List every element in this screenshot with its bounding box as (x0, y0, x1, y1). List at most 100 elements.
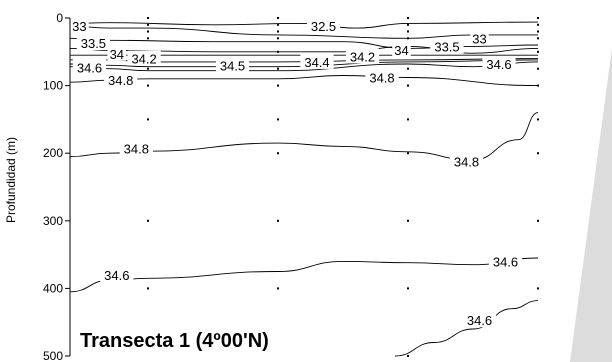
sample-points (147, 17, 539, 357)
contour-label-4-1: 34.2 (350, 50, 375, 65)
sample-point (277, 118, 279, 121)
sample-point (407, 152, 409, 155)
contour-label-bg (104, 72, 138, 88)
contour-line-2 (69, 37, 539, 49)
y-tick-label-300: 300 (43, 214, 63, 228)
contour-label-8-1: 34.8 (369, 71, 394, 86)
contour-label-11-0: 34.6 (467, 313, 492, 328)
sample-point (147, 30, 149, 33)
contour-label-bg (345, 48, 380, 64)
sample-point (147, 67, 149, 70)
contour-label-10-0: 34.6 (104, 268, 129, 283)
y-axis-label: Profundidad (m) (4, 137, 18, 223)
contour-label-bg (392, 41, 411, 57)
contour-label-2-0: 33.5 (81, 36, 106, 51)
sample-point (277, 37, 279, 40)
sample-point (407, 118, 409, 121)
sample-point (277, 67, 279, 70)
contour-label-9-1: 34.8 (454, 154, 479, 169)
sample-point (537, 23, 539, 26)
y-tick-label-400: 400 (43, 281, 63, 295)
sample-point (147, 287, 149, 290)
contour-labels: 32.5 33 33 33.5 33.5 34 34 34.2 34.2 34.4 34.5 34.6… (70, 18, 523, 328)
contour-label-bg (119, 140, 153, 156)
sample-point (147, 37, 149, 40)
sample-point (407, 67, 409, 70)
contour-label-4-0: 34.2 (131, 52, 156, 67)
y-tick-label-100: 100 (43, 79, 63, 93)
contour-label-7-1: 34.6 (486, 57, 511, 72)
contour-label-bg (306, 18, 341, 34)
sample-point (147, 219, 149, 222)
contour-label-5-0: 34.4 (304, 55, 329, 70)
sample-point (277, 84, 279, 87)
y-tick-label-0: 0 (56, 11, 63, 25)
sample-point (537, 50, 539, 53)
contour-label-6-0: 34.5 (220, 58, 245, 73)
contour-label-bg (365, 69, 399, 85)
contour-label-bg (449, 153, 484, 169)
sample-point (147, 118, 149, 121)
sample-point (537, 84, 539, 87)
contour-label-1-1: 33 (472, 31, 486, 46)
contour-label-3-1: 34 (394, 43, 408, 58)
sample-point (407, 23, 409, 26)
y-tick-label-500: 500 (43, 349, 63, 362)
sample-point (277, 287, 279, 290)
sample-point (277, 23, 279, 26)
contour-label-bg (300, 53, 334, 69)
y-tick-label-200: 200 (43, 146, 63, 160)
sample-point (537, 37, 539, 40)
contour-label-0-0: 32.5 (311, 19, 336, 34)
sample-point (537, 17, 539, 19)
contour-label-bg (107, 45, 127, 61)
sample-point (277, 17, 279, 19)
contour-label-bg (430, 38, 464, 54)
sample-point (407, 219, 409, 222)
seabed-area (570, 48, 612, 362)
sample-point (537, 118, 539, 121)
sample-point (407, 355, 409, 357)
contour-label-bg (488, 253, 523, 269)
contour-line-7 (69, 61, 539, 72)
contour-line-6 (69, 59, 539, 68)
contour-label-bg (100, 266, 134, 282)
contour-label-7-0: 34.6 (77, 60, 102, 75)
contour-label-9-0: 34.8 (124, 142, 149, 157)
contour-label-8-0: 34.8 (108, 73, 133, 88)
sample-point (537, 219, 539, 222)
sample-point (407, 287, 409, 290)
contour-label-1-0: 33 (72, 19, 86, 34)
sample-point (277, 152, 279, 155)
contour-label-bg (470, 30, 489, 46)
contour-label-bg (462, 312, 497, 328)
contour-label-bg (70, 18, 89, 34)
sample-point (537, 152, 539, 155)
chart-title: Transecta 1 (4º00'N) (80, 330, 269, 352)
sample-point (147, 23, 149, 26)
contour-line-11 (394, 300, 539, 357)
sample-point (407, 17, 409, 19)
contour-label-2-1: 33.5 (434, 39, 459, 54)
contour-label-10-1: 34.6 (493, 254, 518, 269)
sample-point (407, 30, 409, 33)
sample-point (277, 219, 279, 222)
sample-point (537, 67, 539, 70)
sample-point (147, 17, 149, 19)
contour-line-0 (69, 21, 539, 29)
contour-label-bg (482, 56, 516, 71)
sample-point (407, 37, 409, 40)
y-axis: 0 100 200 300 400 500 (43, 11, 71, 362)
sample-point (537, 287, 539, 290)
sample-point (407, 84, 409, 87)
contour-label-3-0: 34 (110, 47, 124, 62)
contour-label-bg (215, 57, 250, 73)
contour-label-bg (72, 59, 107, 75)
contour-label-bg (127, 50, 161, 66)
sample-point (277, 50, 279, 53)
contour-label-bg (76, 35, 110, 50)
sample-point (537, 30, 539, 33)
sample-point (277, 30, 279, 33)
sample-point (147, 84, 149, 87)
